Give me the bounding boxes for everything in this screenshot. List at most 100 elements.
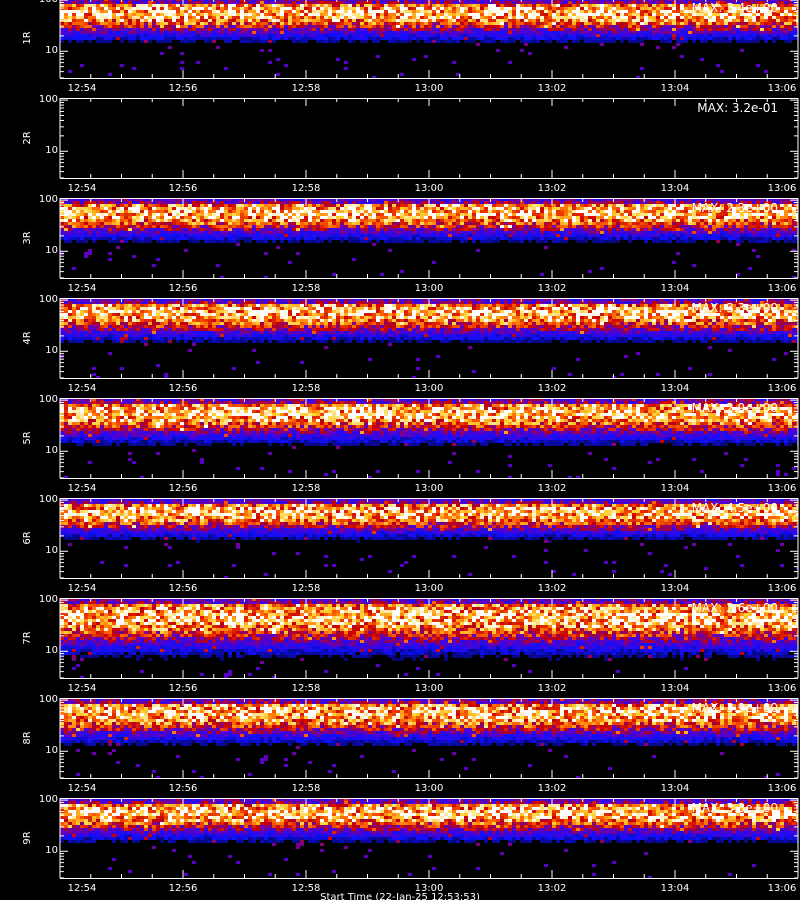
spectrogram-panel-4r: 4R 100 10 12:54 12:56 12:58 13:00 13:02 13:04 13:… xyxy=(0,294,800,398)
x-tick-label: 13:00 xyxy=(414,183,444,194)
x-tick-label: 12:56 xyxy=(168,383,198,394)
x-tick-label: 13:06 xyxy=(767,883,797,894)
x-tick-label: 12:54 xyxy=(67,883,97,894)
panel-axes-7r xyxy=(59,598,799,679)
y-tick-label: 10 xyxy=(45,645,58,657)
panel-max-label: MAX: 3.9e+00 xyxy=(691,701,778,715)
x-tick-label: 13:02 xyxy=(537,283,567,294)
x-tick-label: 12:56 xyxy=(168,83,198,94)
x-tick-label: 12:54 xyxy=(67,283,97,294)
spectrogram-heatmap-2r xyxy=(60,98,798,178)
panel-axes-3r xyxy=(59,198,799,279)
x-tick-label: 12:54 xyxy=(67,583,97,594)
panel-label-7r: 7R xyxy=(22,631,33,645)
x-tick-label: 13:02 xyxy=(537,683,567,694)
y-tick-label: 100 xyxy=(39,0,58,5)
x-tick-label: 13:04 xyxy=(660,583,690,594)
spectrogram-panel-8r: 8R 100 10 12:54 12:56 12:58 13:00 13:02 13:04 13:… xyxy=(0,694,800,798)
x-tick-label: 13:06 xyxy=(767,83,797,94)
panel-max-label: MAX: 3.3e+00 xyxy=(691,801,778,815)
x-tick-label: 12:58 xyxy=(291,483,321,494)
x-tick-label: 12:54 xyxy=(67,383,97,394)
spectrogram-panel-5r: 5R 100 10 12:54 12:56 12:58 13:00 13:02 13:04 13:… xyxy=(0,394,800,498)
y-tick-label: 100 xyxy=(38,494,58,506)
y-tick-label: 100 xyxy=(38,694,58,706)
x-tick-label: 12:58 xyxy=(291,883,321,894)
y-tick-label: 100 xyxy=(38,94,58,106)
y-tick-label: 100 xyxy=(38,794,58,806)
y-tick-label: 10 xyxy=(45,845,58,857)
x-tick-label: 12:58 xyxy=(291,383,321,394)
x-tick-label: 13:02 xyxy=(537,483,567,494)
y-tick-label: 100 xyxy=(38,394,58,406)
y-tick-label: 100 xyxy=(38,294,58,306)
x-tick-label: 12:54 xyxy=(67,83,97,94)
x-tick-label: 12:58 xyxy=(291,583,321,594)
spectrogram-heatmap-7r xyxy=(60,598,798,678)
spectrogram-heatmap-9r xyxy=(60,798,798,878)
x-tick-label: 13:06 xyxy=(767,783,797,794)
x-tick-label: 12:58 xyxy=(291,83,321,94)
x-tick-label: 12:56 xyxy=(168,783,198,794)
x-tick-label: 13:00 xyxy=(414,83,444,94)
y-tick-label: 10 xyxy=(45,245,58,257)
x-tick-label: 13:06 xyxy=(767,183,797,194)
x-tick-label: 12:58 xyxy=(291,183,321,194)
y-tick-label: 10 xyxy=(45,745,58,757)
x-tick-label: 13:04 xyxy=(660,683,690,694)
x-tick-label: 13:04 xyxy=(660,83,690,94)
panel-label-6r: 6R xyxy=(22,531,33,545)
panel-label-2r: 2R xyxy=(22,131,33,145)
x-axis-footer-label: Start Time (22-Jan-25 12:53:53) xyxy=(320,893,480,900)
x-tick-label: 12:56 xyxy=(168,683,198,694)
spectrogram-heatmap-6r xyxy=(60,498,798,578)
panel-label-4r: 4R xyxy=(22,331,33,345)
y-tick-label: 10 xyxy=(45,145,58,157)
x-tick-label: 12:56 xyxy=(168,283,198,294)
panel-axes-6r xyxy=(59,498,799,579)
panel-label-1r: 1R xyxy=(22,31,33,45)
spectrogram-panel-3r: 3R 100 10 12:54 12:56 12:58 13:00 13:02 13:04 13:… xyxy=(0,195,800,298)
x-tick-label: 12:56 xyxy=(168,483,198,494)
x-tick-label: 13:00 xyxy=(414,883,444,894)
x-tick-label: 13:06 xyxy=(767,283,797,294)
spectrogram-panel-6r: 6R 100 10 12:54 12:56 12:58 13:00 13:02 13:04 13:… xyxy=(0,494,800,598)
panel-axes-2r xyxy=(59,98,799,179)
x-tick-label: 13:04 xyxy=(660,883,690,894)
spectrogram-panel-1r: 1R 100 10 12:54 12:56 12:58 13:00 13:02 13:04 13:… xyxy=(0,0,800,98)
x-tick-label: 13:00 xyxy=(414,383,444,394)
panel-axes-4r xyxy=(59,298,799,379)
x-tick-label: 13:00 xyxy=(414,783,444,794)
x-tick-label: 13:02 xyxy=(537,183,567,194)
x-tick-label: 12:54 xyxy=(67,483,97,494)
panel-label-5r: 5R xyxy=(22,431,33,445)
panel-axes-8r xyxy=(59,698,799,779)
panel-axes-9r xyxy=(59,798,799,879)
panel-label-3r: 3R xyxy=(22,231,33,245)
x-tick-label: 13:06 xyxy=(767,683,797,694)
x-tick-label: 12:58 xyxy=(291,683,321,694)
spectrogram-panel-2r: 2R 100 10 12:54 12:56 12:58 13:00 13:02 13:04 13:… xyxy=(0,94,800,198)
x-tick-label: 13:04 xyxy=(660,283,690,294)
spectrogram-heatmap-3r xyxy=(60,198,798,278)
x-tick-label: 12:56 xyxy=(168,583,198,594)
x-tick-label: 13:06 xyxy=(767,383,797,394)
x-tick-label: 13:00 xyxy=(414,683,444,694)
y-tick-label: 10 xyxy=(45,45,58,57)
spectrogram-panel-9r: 9R 100 10 12:54 12:56 12:58 13:00 13:02 13:04 13:… xyxy=(0,794,800,898)
panel-max-label: MAX: 2.6e+00 xyxy=(691,601,778,615)
panel-max-label: MAX: 3.2e-01 xyxy=(697,101,778,115)
x-tick-label: 13:00 xyxy=(414,283,444,294)
x-tick-label: 13:02 xyxy=(537,883,567,894)
panel-max-label: MAX: 2.3e+00 xyxy=(691,201,778,215)
x-tick-label: 12:54 xyxy=(67,783,97,794)
y-tick-label: 100 xyxy=(38,594,58,606)
x-tick-label: 12:54 xyxy=(67,683,97,694)
x-tick-label: 13:06 xyxy=(767,583,797,594)
panel-max-label: MAX: 3.3e+00 xyxy=(691,301,778,315)
x-tick-label: 13:04 xyxy=(660,483,690,494)
y-tick-label: 10 xyxy=(45,345,58,357)
x-tick-label: 13:02 xyxy=(537,583,567,594)
spectrogram-heatmap-5r xyxy=(60,398,798,478)
